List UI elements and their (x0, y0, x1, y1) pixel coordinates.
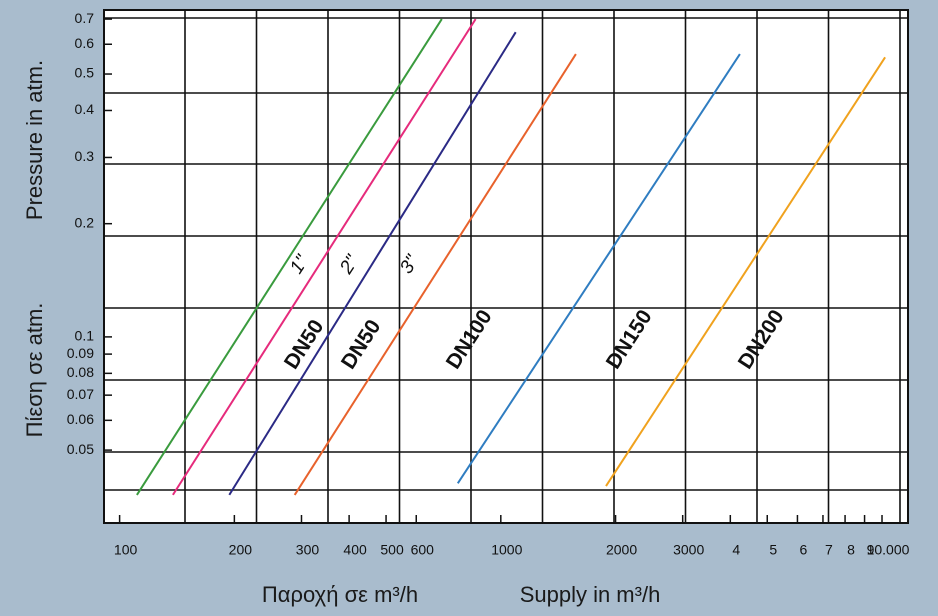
x-tick-label: 200 (229, 542, 253, 558)
x-tick-label: 500 (380, 542, 404, 558)
series-line (456, 53, 741, 484)
y-tick-label: 0.4 (75, 101, 95, 117)
y-tick-label: 0.3 (75, 148, 95, 164)
series-line (172, 18, 477, 496)
x-tick-label: 8 (847, 542, 855, 558)
plot-frame (103, 9, 909, 524)
series-line (136, 18, 443, 496)
x-tick-label: 2000 (606, 542, 637, 558)
y-axis-label: Pressure in atm. (22, 60, 47, 220)
series-line (293, 53, 577, 496)
y-tick-label: 0.7 (75, 10, 95, 26)
x-tick-label: 9 (867, 542, 875, 558)
y-tick-label: 0.08 (67, 364, 94, 380)
x-tick-label: 6 (800, 542, 808, 558)
x-tick-label: 5 (769, 542, 777, 558)
x-axis-label: Supply in m³/h (520, 582, 661, 607)
x-tick-label: 100 (114, 542, 138, 558)
y-tick-label: 0.1 (75, 328, 95, 344)
y-tick-label: 0.07 (67, 386, 94, 402)
x-tick-label: 7 (825, 542, 833, 558)
y-tick-label: 0.09 (67, 345, 94, 361)
y-tick-label: 0.05 (67, 441, 94, 457)
y-tick-label: 0.2 (75, 214, 95, 230)
x-tick-label: 300 (296, 542, 320, 558)
x-tick-label: 400 (343, 542, 367, 558)
plot-area (104, 10, 908, 523)
x-axis-label-greek: Παροχή σε m³/h (262, 582, 418, 607)
x-tick-label: 600 (411, 542, 435, 558)
y-axis-label-greek: Πίεση σε atm. (22, 303, 47, 438)
series-line (605, 56, 886, 487)
x-tick-label: 1000 (491, 542, 522, 558)
x-tick-label: 3000 (673, 542, 704, 558)
y-tick-label: 0.06 (67, 411, 94, 427)
x-tick-label: 4 (732, 542, 740, 558)
y-tick-label: 0.6 (75, 35, 95, 51)
series-line (228, 31, 517, 496)
y-tick-label: 0.5 (75, 65, 95, 81)
x-tick-label: 10.000 (867, 542, 910, 558)
